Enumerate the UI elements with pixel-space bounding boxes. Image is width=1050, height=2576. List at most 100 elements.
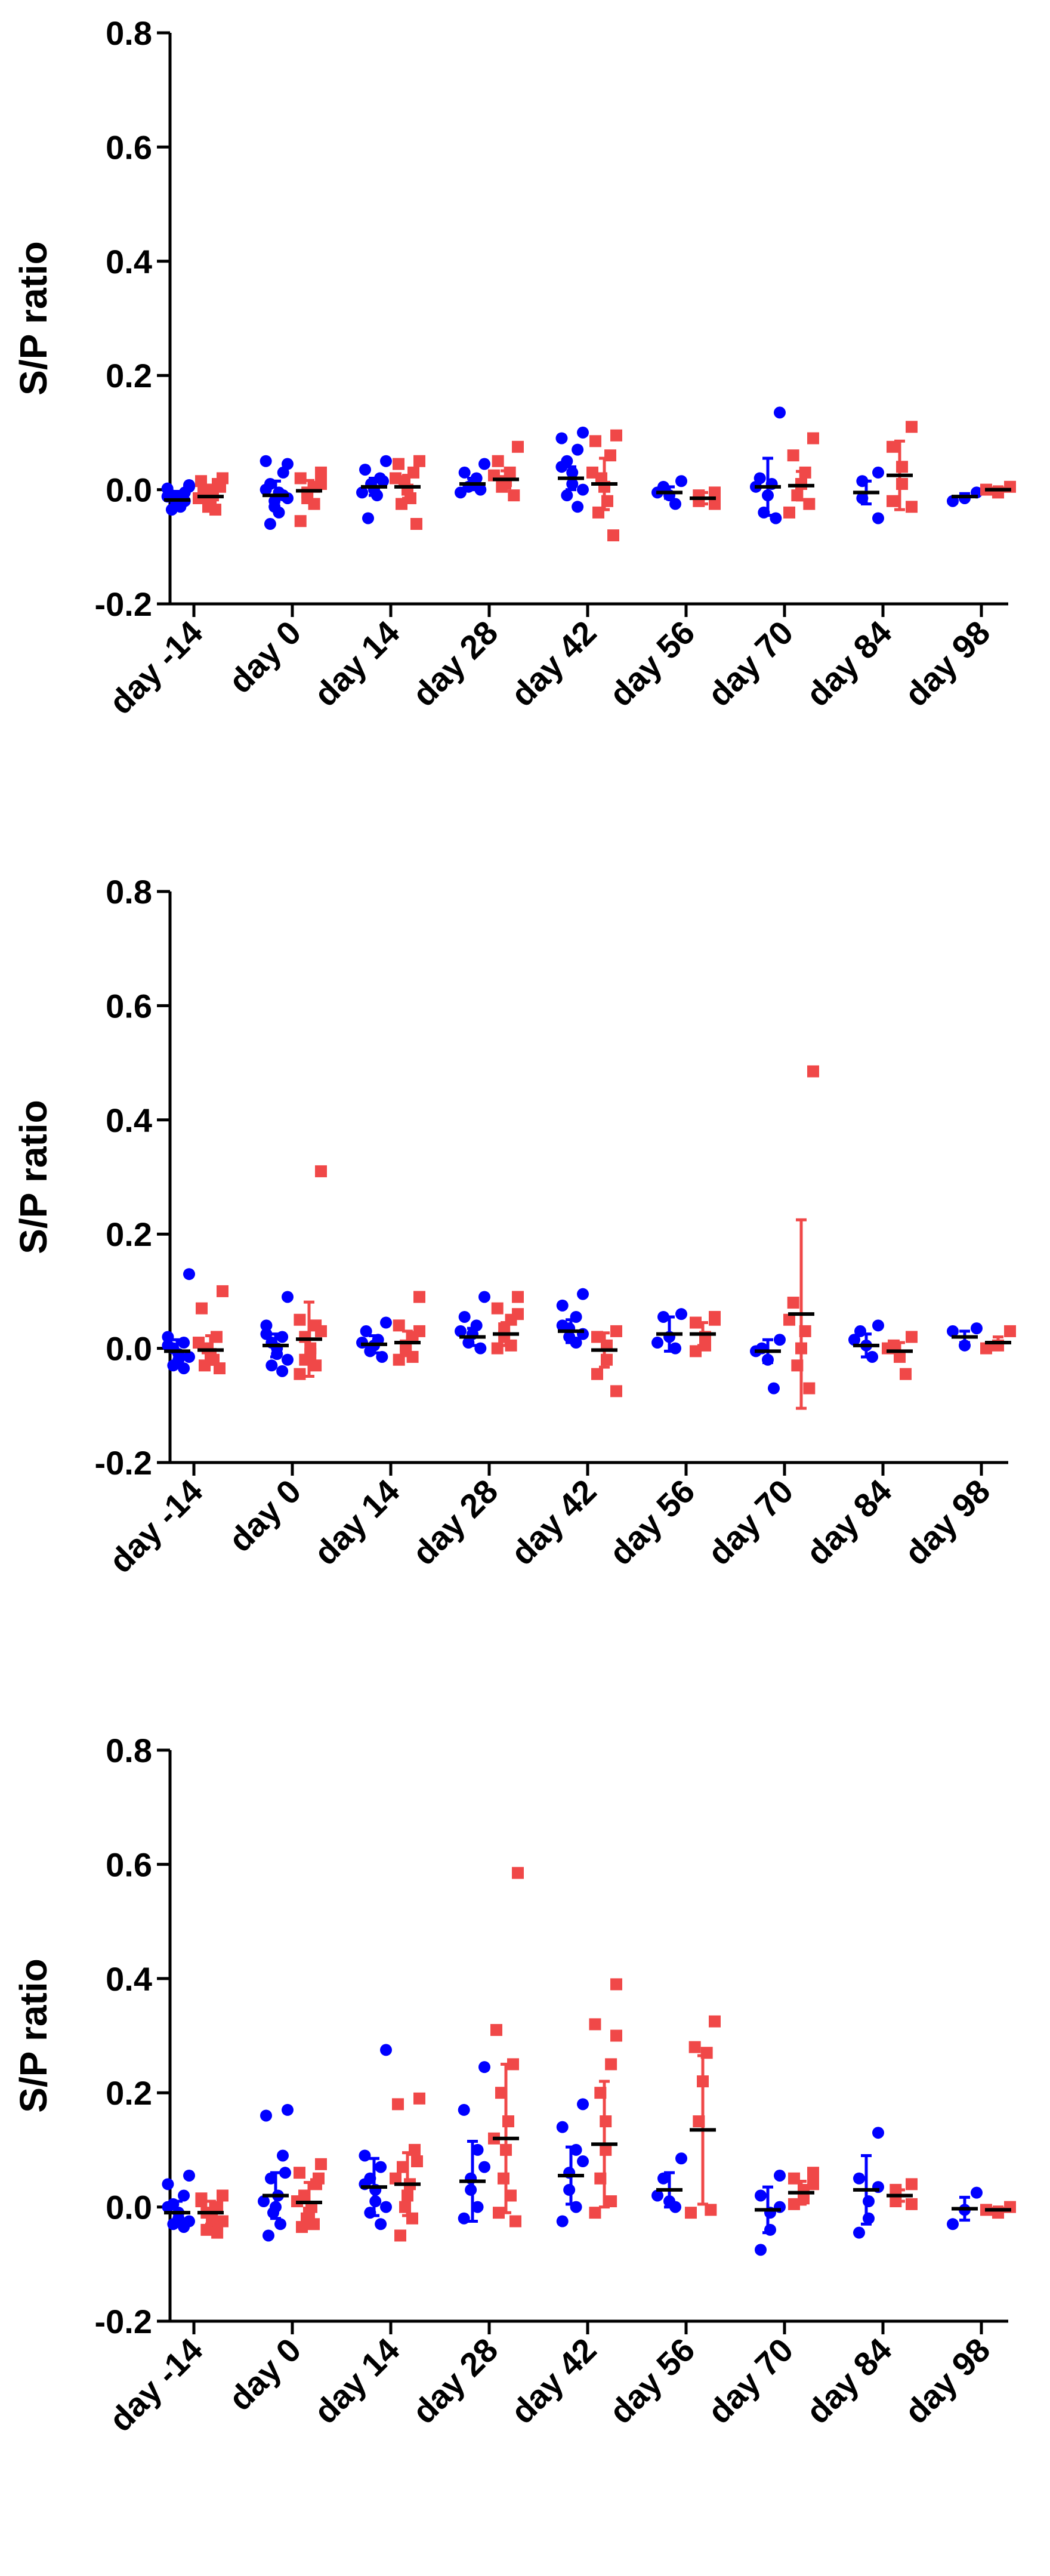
data-point-circle: [277, 466, 289, 479]
data-point-circle: [866, 1350, 878, 1363]
data-point-square: [294, 472, 307, 485]
data-point-circle: [265, 2172, 277, 2185]
data-point-square: [196, 1302, 208, 1315]
data-point-circle: [755, 2244, 767, 2256]
data-point-square: [601, 1353, 613, 1366]
data-point-circle: [474, 483, 487, 496]
data-point-square: [393, 1353, 405, 1366]
data-point-square: [705, 2204, 717, 2216]
data-point-square: [495, 2087, 507, 2099]
data-point-circle: [471, 2143, 484, 2156]
data-point-square: [394, 2229, 406, 2242]
data-point-circle: [478, 1291, 490, 1303]
data-point-circle: [947, 2218, 959, 2231]
data-point-square: [211, 1331, 223, 1343]
data-point-circle: [577, 2098, 589, 2111]
data-point-circle: [258, 2195, 270, 2208]
y-tick-label: 0.8: [106, 873, 152, 911]
data-point-circle: [669, 498, 681, 510]
data-point-square: [413, 2092, 425, 2105]
data-point-circle: [471, 2201, 484, 2213]
data-point-circle: [162, 1331, 174, 1343]
data-point-circle: [380, 455, 392, 467]
x-tick-label: day 42: [504, 2331, 604, 2431]
data-point-circle: [277, 2149, 289, 2162]
data-point-square: [413, 455, 425, 467]
data-point-circle: [178, 1362, 190, 1375]
data-point-square: [980, 1342, 992, 1355]
x-tick-label: day 42: [504, 1472, 604, 1572]
x-tick-label: day 70: [700, 1472, 801, 1572]
data-point-square: [393, 1319, 405, 1332]
data-point-circle: [262, 2229, 274, 2242]
chart-panel-2: S/P ratio -0.2 0.0 0.2 0.4 0.6 0.8 day -14 day 0…: [0, 859, 1050, 1717]
data-point-square: [900, 1368, 912, 1380]
x-tick-label: day 14: [307, 2331, 407, 2431]
data-point-circle: [872, 466, 884, 479]
data-point-square: [507, 2058, 519, 2071]
data-point-circle: [282, 1291, 294, 1303]
data-point-circle: [478, 2061, 490, 2074]
data-point-circle: [162, 2178, 174, 2191]
data-point-circle: [260, 1328, 273, 1340]
data-point-circle: [274, 2218, 286, 2231]
data-point-circle: [380, 2201, 392, 2213]
y-tick-label: 0.4: [106, 243, 152, 280]
x-tick-label: day 98: [897, 2331, 998, 2431]
data-point-circle: [360, 1325, 372, 1337]
data-point-circle: [774, 1334, 786, 1346]
chart-panel-3: S/P ratio -0.2 0.0 0.2 0.4 0.6 0.8 day -14 day 0…: [0, 1717, 1050, 2576]
data-point-circle: [755, 2189, 767, 2202]
data-point-circle: [675, 475, 687, 488]
data-point-circle: [563, 2183, 576, 2196]
data-point-circle: [260, 2109, 272, 2122]
data-point-circle: [577, 2155, 589, 2168]
data-point-circle: [555, 461, 568, 473]
data-point-square: [512, 1308, 524, 1321]
data-point-circle: [478, 458, 490, 470]
data-point-square: [906, 1331, 918, 1343]
x-tick-label: day 28: [405, 1472, 505, 1572]
data-point-circle: [458, 2103, 470, 2116]
data-point-circle: [774, 406, 786, 419]
x-tick-label: day 98: [897, 1472, 998, 1572]
data-point-square: [195, 2192, 208, 2205]
x-tick-label: day 28: [405, 2331, 505, 2431]
data-point-circle: [675, 2152, 687, 2165]
data-point-circle: [162, 2201, 174, 2213]
data-point-square: [390, 472, 402, 485]
data-point-square: [505, 2189, 517, 2202]
data-point-circle: [853, 2172, 865, 2185]
data-point-square: [610, 1978, 622, 1991]
data-point-square: [607, 529, 619, 542]
data-point-square: [610, 429, 622, 442]
data-point-square: [605, 2195, 617, 2208]
y-tick-label: 0.2: [106, 1215, 152, 1253]
data-point-square: [589, 435, 601, 448]
y-tick-label: 0.6: [106, 987, 152, 1025]
data-point-circle: [183, 480, 195, 493]
data-point-circle: [561, 489, 573, 502]
data-point-square: [413, 1291, 425, 1303]
data-point-circle: [853, 2226, 865, 2239]
data-point-circle: [276, 1365, 289, 1377]
data-point-circle: [651, 1337, 663, 1349]
data-point-square: [906, 421, 918, 433]
data-point-circle: [359, 464, 371, 476]
x-tick-label: day 14: [307, 613, 407, 714]
data-point-square: [294, 515, 307, 527]
data-point-square: [709, 1313, 721, 1326]
data-point-circle: [282, 2103, 294, 2116]
data-point-square: [512, 440, 524, 453]
x-tick-label: day 98: [897, 613, 998, 714]
x-tick-label: day 14: [307, 1472, 407, 1572]
data-point-square: [490, 2023, 502, 2036]
data-point-square: [313, 2172, 325, 2185]
data-point-square: [887, 440, 898, 453]
data-point-square: [509, 2215, 521, 2228]
x-tick-label: day -14: [101, 2331, 209, 2439]
y-tick-label: 0.8: [106, 14, 152, 52]
data-point-circle: [555, 432, 568, 445]
data-point-square: [393, 458, 404, 470]
data-point-circle: [971, 1322, 983, 1335]
